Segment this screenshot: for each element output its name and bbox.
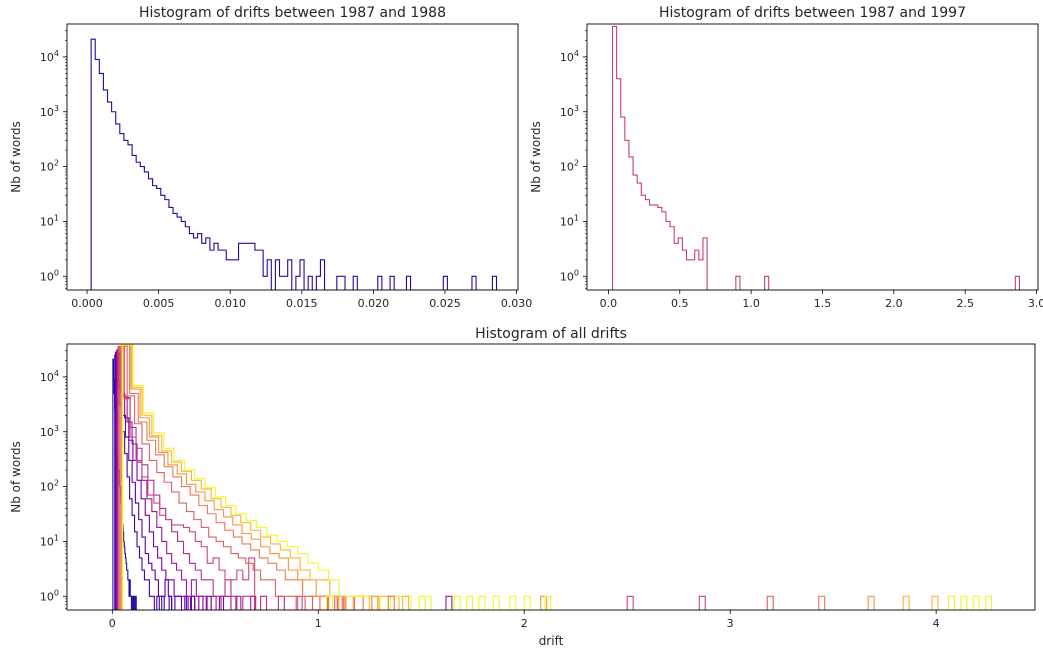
y-tick-label: 102 — [40, 479, 59, 494]
sparse-bin-23 — [931, 595, 939, 610]
sparse-bin-19 — [766, 595, 774, 610]
sparse-bin-10 — [466, 595, 474, 610]
x-tick-label: 1.0 — [742, 297, 760, 310]
x-tick-label: 0 — [109, 617, 116, 630]
y-tick-label: 104 — [40, 369, 59, 384]
y-tick-label: 103 — [40, 424, 59, 439]
y-axis-label: Nb of words — [9, 121, 23, 193]
sparse-bin-3 — [371, 595, 379, 610]
chart-top-right: 0.0 0.5 1.0 1.5 2.0 2.5 3.0 100 101 102 103 104 Hist… — [529, 5, 1043, 310]
histogram-series-4 — [112, 350, 225, 610]
axes-frame — [586, 23, 1039, 291]
y-tick-label: 102 — [40, 159, 59, 174]
x-tick-label: 0.000 — [71, 297, 103, 310]
sparse-bin-5 — [402, 595, 410, 610]
y-tick-label: 102 — [560, 159, 579, 174]
sparse-bin-22 — [902, 595, 910, 610]
x-tick-label: 0.030 — [501, 297, 533, 310]
y-tick-label: 100 — [40, 588, 59, 603]
plot-area — [608, 25, 1020, 290]
sparse-bin-24 — [947, 595, 955, 610]
y-tick-label: 104 — [560, 49, 579, 64]
sparse-bin-11 — [478, 595, 486, 610]
y-tick-label: 101 — [40, 213, 59, 228]
chart-top-left: 0.000 0.005 0.010 0.015 0.020 0.025 0.030 100 10… — [9, 5, 532, 310]
sparse-bin-14 — [523, 595, 531, 610]
x-tick-label: 1.5 — [814, 297, 832, 310]
y-tick-label: 103 — [560, 104, 579, 119]
sparse-bin-12 — [492, 595, 500, 610]
sparse-bin-4 — [387, 595, 395, 610]
y-tick-label: 101 — [40, 533, 59, 548]
histogram-series-5 — [112, 348, 257, 610]
sparse-bin-25 — [960, 595, 968, 610]
x-tick-label: 0.005 — [143, 297, 175, 310]
chart-title: Histogram of drifts between 1987 and 198… — [139, 5, 446, 21]
x-tick-label: 2 — [521, 617, 528, 630]
sparse-bin-13 — [509, 595, 517, 610]
sparse-bin-8 — [445, 595, 453, 610]
sparse-bin-2 — [338, 595, 346, 610]
sparse-bin-26 — [972, 595, 980, 610]
x-tick-label: 0.015 — [286, 297, 318, 310]
histogram-series-3 — [112, 351, 196, 610]
x-tick-label: 4 — [933, 617, 940, 630]
sparse-bin-18 — [698, 595, 706, 610]
x-tick-label: 3.0 — [1028, 297, 1043, 310]
axes-frame — [66, 343, 1036, 611]
sparse-bin-15 — [540, 595, 548, 610]
histogram-series-10 — [112, 345, 373, 610]
x-tick-label: 0.0 — [600, 297, 618, 310]
y-tick-label: 100 — [560, 268, 579, 283]
histogram-series — [87, 38, 498, 290]
y-axis-label: Nb of words — [529, 121, 543, 193]
x-tick-label: 1 — [315, 617, 322, 630]
sparse-bin-16 — [544, 595, 552, 610]
x-tick-label: 2.0 — [885, 297, 903, 310]
y-tick-label: 104 — [40, 49, 59, 64]
chart-bottom: 0 1 2 3 4 100 101 102 103 104 Histogram of all dri… — [9, 326, 1036, 648]
x-tick-label: 0.010 — [214, 297, 246, 310]
y-tick-label: 100 — [40, 268, 59, 283]
sparse-bin-21 — [867, 595, 875, 610]
sparse-bin-1 — [325, 595, 333, 610]
histogram-series-12 — [112, 344, 412, 610]
x-tick-label: 0.020 — [358, 297, 390, 310]
histogram-series — [608, 25, 1020, 290]
sparse-bin-17 — [626, 595, 634, 610]
y-tick-label: 101 — [560, 213, 579, 228]
chart-title: Histogram of all drifts — [475, 326, 627, 342]
chart-title: Histogram of drifts between 1987 and 199… — [659, 5, 966, 21]
x-tick-label: 0.5 — [671, 297, 689, 310]
plot-area — [112, 344, 993, 610]
plot-area — [87, 38, 498, 290]
x-tick-label: 3 — [727, 617, 734, 630]
histogram-series-6 — [112, 347, 285, 610]
axes-frame — [66, 23, 519, 291]
sparse-bin-9 — [453, 595, 461, 610]
sparse-bin-20 — [818, 595, 826, 610]
sparse-bin-27 — [985, 595, 993, 610]
x-tick-label: 0.025 — [429, 297, 461, 310]
x-tick-label: 2.5 — [956, 297, 974, 310]
x-axis-label: drift — [539, 634, 564, 648]
sparse-bin-7 — [424, 595, 432, 610]
y-tick-label: 103 — [40, 104, 59, 119]
y-axis-label: Nb of words — [9, 441, 23, 513]
